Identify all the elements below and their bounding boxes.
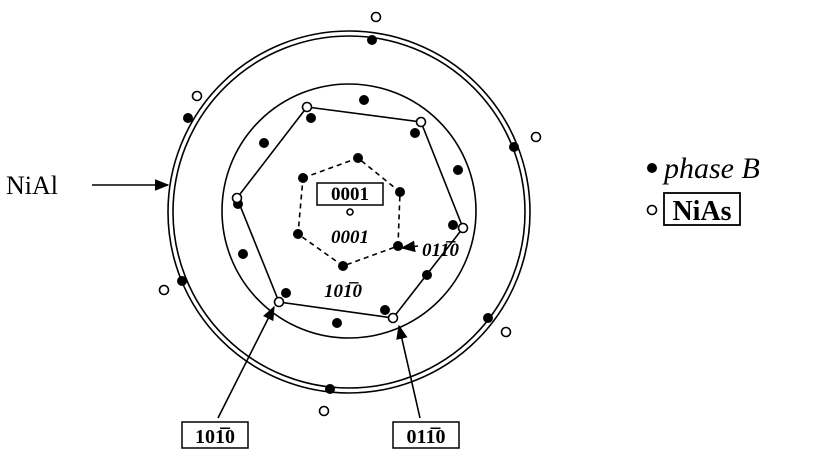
phase-b-dot (410, 128, 420, 138)
phase-b-dot (453, 165, 463, 175)
legend: phase B NiAs (646, 152, 760, 227)
nias-point (231, 192, 243, 204)
nias-point (500, 326, 512, 338)
nias-point (387, 312, 399, 324)
legend-nias: NiAs (672, 196, 731, 227)
nias-point (646, 204, 658, 216)
box (392, 421, 460, 449)
legend-phase-b: phase B (662, 152, 760, 185)
nial-label: NiAl (6, 171, 58, 200)
phase-b-dot (183, 113, 193, 123)
phase-b-dot (298, 173, 308, 183)
phase-b-dot (353, 153, 363, 163)
box-left-label: 101̅0 (195, 426, 235, 448)
outer-circle-inner (172, 35, 526, 389)
phase-b-dot (293, 229, 303, 239)
nias-point (370, 11, 382, 23)
nias-point (301, 101, 313, 113)
nias-point (457, 222, 469, 234)
phase-b-dot (448, 220, 458, 230)
phase-b-dot (647, 163, 657, 173)
phase-b-dot (238, 249, 248, 259)
nias-circles (158, 11, 542, 417)
nias-point (530, 131, 542, 143)
center-italic-label: 0001 (331, 227, 369, 248)
nias-point (191, 90, 203, 102)
phase-b-dot (395, 187, 405, 197)
inner-circle (221, 83, 477, 339)
phase-b-dot (332, 318, 342, 328)
phase-b-dot (393, 241, 403, 251)
outer-circle (167, 30, 531, 394)
phase-b-dot (483, 313, 493, 323)
phase-b-dots (177, 35, 519, 394)
bottom-italic-label: 101̅0 (324, 281, 363, 302)
circles (167, 30, 531, 394)
phase-b-dot (281, 288, 291, 298)
phase-b-dot (259, 138, 269, 148)
nias-point (273, 296, 285, 308)
box (181, 421, 249, 449)
phase-b-dot (422, 270, 432, 280)
arrows (92, 179, 421, 419)
phase-b-dot (359, 95, 369, 105)
box-right-label: 011̅0 (407, 426, 446, 448)
nias-point (346, 208, 354, 216)
nias-point (415, 116, 427, 128)
nias-point (158, 284, 170, 296)
phase-b-dot (325, 384, 335, 394)
phase-b-dot (306, 113, 316, 123)
box (316, 182, 384, 206)
arrow (400, 240, 419, 253)
box (663, 192, 741, 226)
arrow (396, 324, 421, 419)
right-italic-label: 011̅0 (422, 240, 459, 261)
arrow (217, 305, 275, 419)
phase-b-dot (338, 261, 348, 271)
phase-b-dot (367, 35, 377, 45)
phase-b-dot (509, 142, 519, 152)
phase-b-dot (380, 305, 390, 315)
center-boxed-label: 0001 (331, 184, 369, 205)
phase-b-dot (177, 276, 187, 286)
nias-point (318, 405, 330, 417)
